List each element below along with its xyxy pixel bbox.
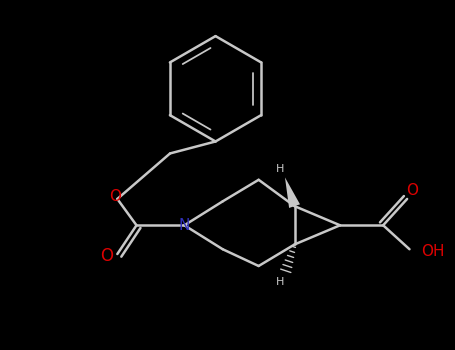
- Text: O: O: [100, 247, 113, 265]
- Polygon shape: [285, 177, 300, 208]
- Text: H: H: [276, 277, 284, 287]
- Text: N: N: [179, 218, 190, 233]
- Text: H: H: [276, 164, 284, 174]
- Text: O: O: [406, 183, 418, 198]
- Text: O: O: [109, 189, 121, 204]
- Text: OH: OH: [421, 244, 445, 259]
